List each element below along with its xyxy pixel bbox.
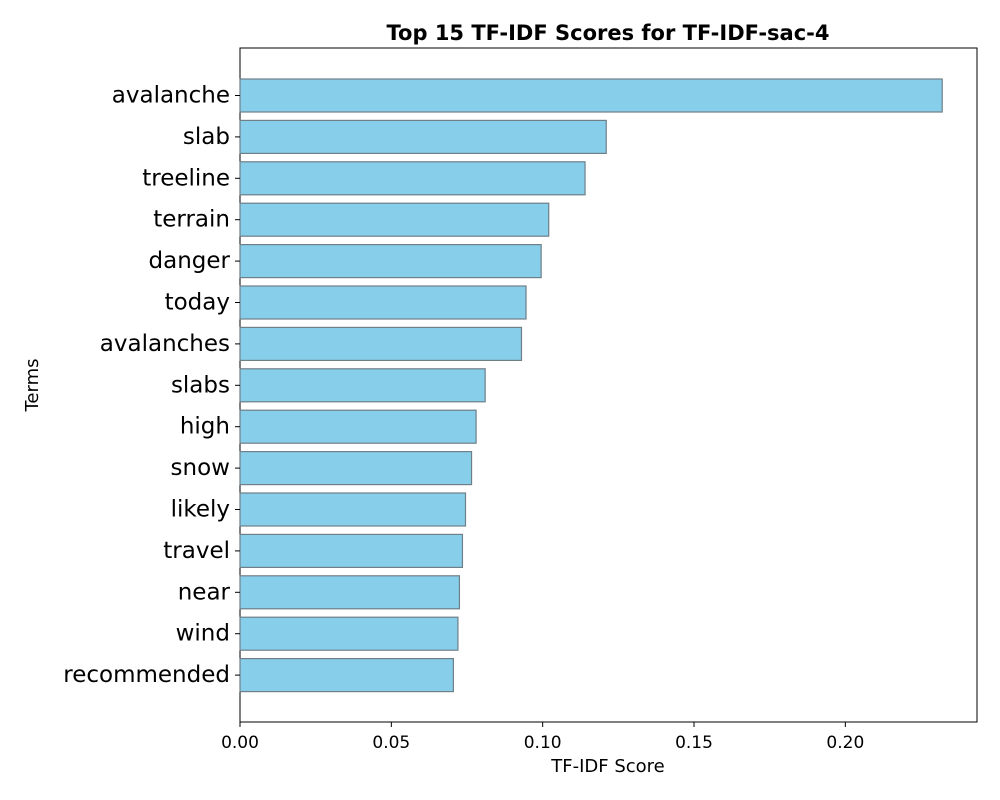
category-label-treeline: treeline — [142, 165, 230, 191]
x-tick-label: 0.10 — [524, 733, 562, 753]
bar-avalanches — [239, 326, 523, 361]
category-label-near: near — [178, 579, 231, 605]
y-axis-label: Terms — [22, 358, 43, 412]
category-label-recommended: recommended — [63, 662, 230, 688]
x-tick-label: 0.20 — [826, 733, 864, 753]
category-label-avalanches: avalanches — [100, 331, 230, 357]
chart-title: Top 15 TF-IDF Scores for TF-IDF-sac-4 — [387, 21, 830, 45]
category-label-slab: slab — [183, 124, 230, 150]
category-label-today: today — [165, 290, 230, 316]
bars-group — [239, 78, 943, 693]
category-label-danger: danger — [149, 248, 231, 274]
bar-snow — [239, 451, 473, 486]
category-labels: avalanche slab treeline terrain danger today a… — [63, 83, 240, 688]
bar-treeline — [239, 161, 586, 196]
x-axis-ticks: 0.00 0.05 0.10 0.15 0.20 — [221, 722, 864, 753]
bar-high — [239, 409, 477, 444]
x-tick-label: 0.05 — [372, 733, 410, 753]
bar-wind — [239, 616, 459, 651]
category-label-likely: likely — [171, 497, 230, 523]
bar-terrain — [239, 202, 550, 237]
bar-avalanche — [239, 78, 943, 113]
bar-likely — [239, 492, 467, 527]
bar-slabs — [239, 368, 486, 403]
bar-travel — [239, 533, 464, 569]
bar-danger — [239, 244, 542, 279]
bar-recommended — [239, 657, 454, 693]
category-label-slabs: slabs — [171, 372, 230, 398]
x-tick-label: 0.15 — [675, 733, 713, 753]
x-axis-label: TF-IDF Score — [550, 756, 665, 777]
category-label-avalanche: avalanche — [112, 83, 230, 109]
category-label-terrain: terrain — [153, 207, 230, 233]
bar-slab — [239, 119, 607, 155]
category-label-snow: snow — [171, 455, 230, 481]
bar-near — [239, 575, 461, 610]
bar-today — [239, 285, 527, 320]
category-label-travel: travel — [163, 538, 230, 564]
x-tick-label: 0.00 — [221, 733, 259, 753]
category-label-high: high — [180, 414, 230, 440]
category-label-wind: wind — [176, 621, 230, 647]
